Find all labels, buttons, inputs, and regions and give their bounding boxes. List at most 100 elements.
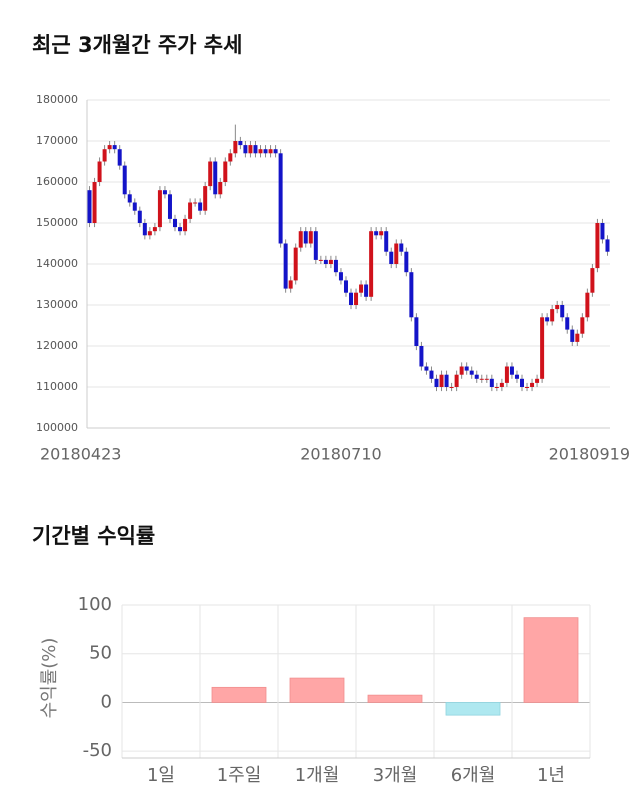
candle-body [509,366,514,375]
candle-body [429,370,434,379]
y-tick-label: 100 [78,594,112,615]
x-tick-label: 1개월 [295,765,340,786]
candle-body [424,366,429,371]
y-tick-label: -50 [83,740,112,761]
candle-body [389,251,394,264]
candle-body [97,161,102,182]
candle-body [137,210,142,223]
y-tick-label: 180000 [36,93,78,106]
candle-body [414,317,419,346]
candle-body [248,145,253,154]
candle-body [469,370,474,375]
candle-body [359,284,364,293]
y-tick-label: 50 [89,643,112,664]
x-tick-label: 3개월 [373,765,418,786]
candle-body [585,292,590,318]
x-tick-label: 6개월 [451,765,496,786]
candle-body [333,259,338,273]
bar [367,694,423,703]
candle-body [92,182,97,223]
y-tick-label: 100000 [36,421,78,434]
candle-body [188,202,193,219]
candle-body [173,218,178,228]
bar [445,702,501,716]
candle-body [545,317,550,322]
candle-body [278,153,283,244]
candle-body [238,141,243,146]
candle-body [288,280,293,289]
candle-body [454,374,459,387]
candle-body [117,149,122,166]
candle-body [283,243,288,289]
candle-body [540,317,545,379]
candle-body [107,145,112,150]
candle-body [399,243,404,252]
candle-body [132,202,137,211]
candle-body [243,145,248,154]
y-tick-label: 170000 [36,134,78,147]
candle-body [223,161,228,182]
x-tick-label: 20180710 [300,445,381,464]
bar [211,686,267,703]
candle-body [474,374,479,379]
candle-body [293,247,298,281]
y-tick-label: 160000 [36,175,78,188]
candle-body [183,218,188,232]
candle-body [484,378,489,380]
candle-body [127,194,132,203]
candle-body [535,378,540,383]
x-tick-label: 1일 [147,765,175,786]
candle-body [444,374,449,387]
candle-body [595,223,600,269]
candle-body [570,329,575,342]
candle-body [313,231,318,260]
candle-body [565,317,570,330]
candle-body [157,190,162,228]
candle-body [560,305,565,318]
x-tick-label: 1년 [537,765,565,786]
candle-body [394,243,399,264]
candle-body [122,165,127,195]
candle-body [268,149,273,154]
y-tick-label: 150000 [36,216,78,229]
y-tick-label: 0 [101,691,112,712]
candle-body [228,153,233,162]
candle-body [152,227,157,232]
candle-body [178,227,183,232]
candle-body [590,268,595,293]
bar [289,677,345,703]
candle-body [208,161,213,187]
candle-body [379,231,384,236]
candle-body [193,202,198,204]
candle-body [142,223,147,236]
candle-body [600,223,605,240]
candle-body [328,259,333,264]
candle-body [308,231,313,244]
candle-body [384,231,389,252]
x-tick-label: 20180919 [549,445,630,464]
y-tick-label: 110000 [36,380,78,393]
chart-title: 최근 3개월간 주가 추세 [32,33,242,57]
candle-body [323,259,328,264]
candle-body [343,280,348,293]
candle-body [499,382,504,387]
candle-body [263,149,268,154]
candle-body [102,149,107,162]
candle-body [449,387,454,388]
candle-body [514,374,519,379]
candle-body [504,366,509,383]
candle-body [404,251,409,273]
y-axis-label: 수익률(%) [39,638,60,719]
candle-body [464,366,469,371]
candle-body [489,378,494,387]
candle-body [459,366,464,375]
candle-body [198,202,203,211]
candle-body [354,292,359,305]
candle-body [369,231,374,297]
candle-body [494,387,499,388]
candle-body [575,333,580,342]
candle-body [273,149,278,154]
candle-body [419,346,424,367]
candle-body [303,231,308,244]
